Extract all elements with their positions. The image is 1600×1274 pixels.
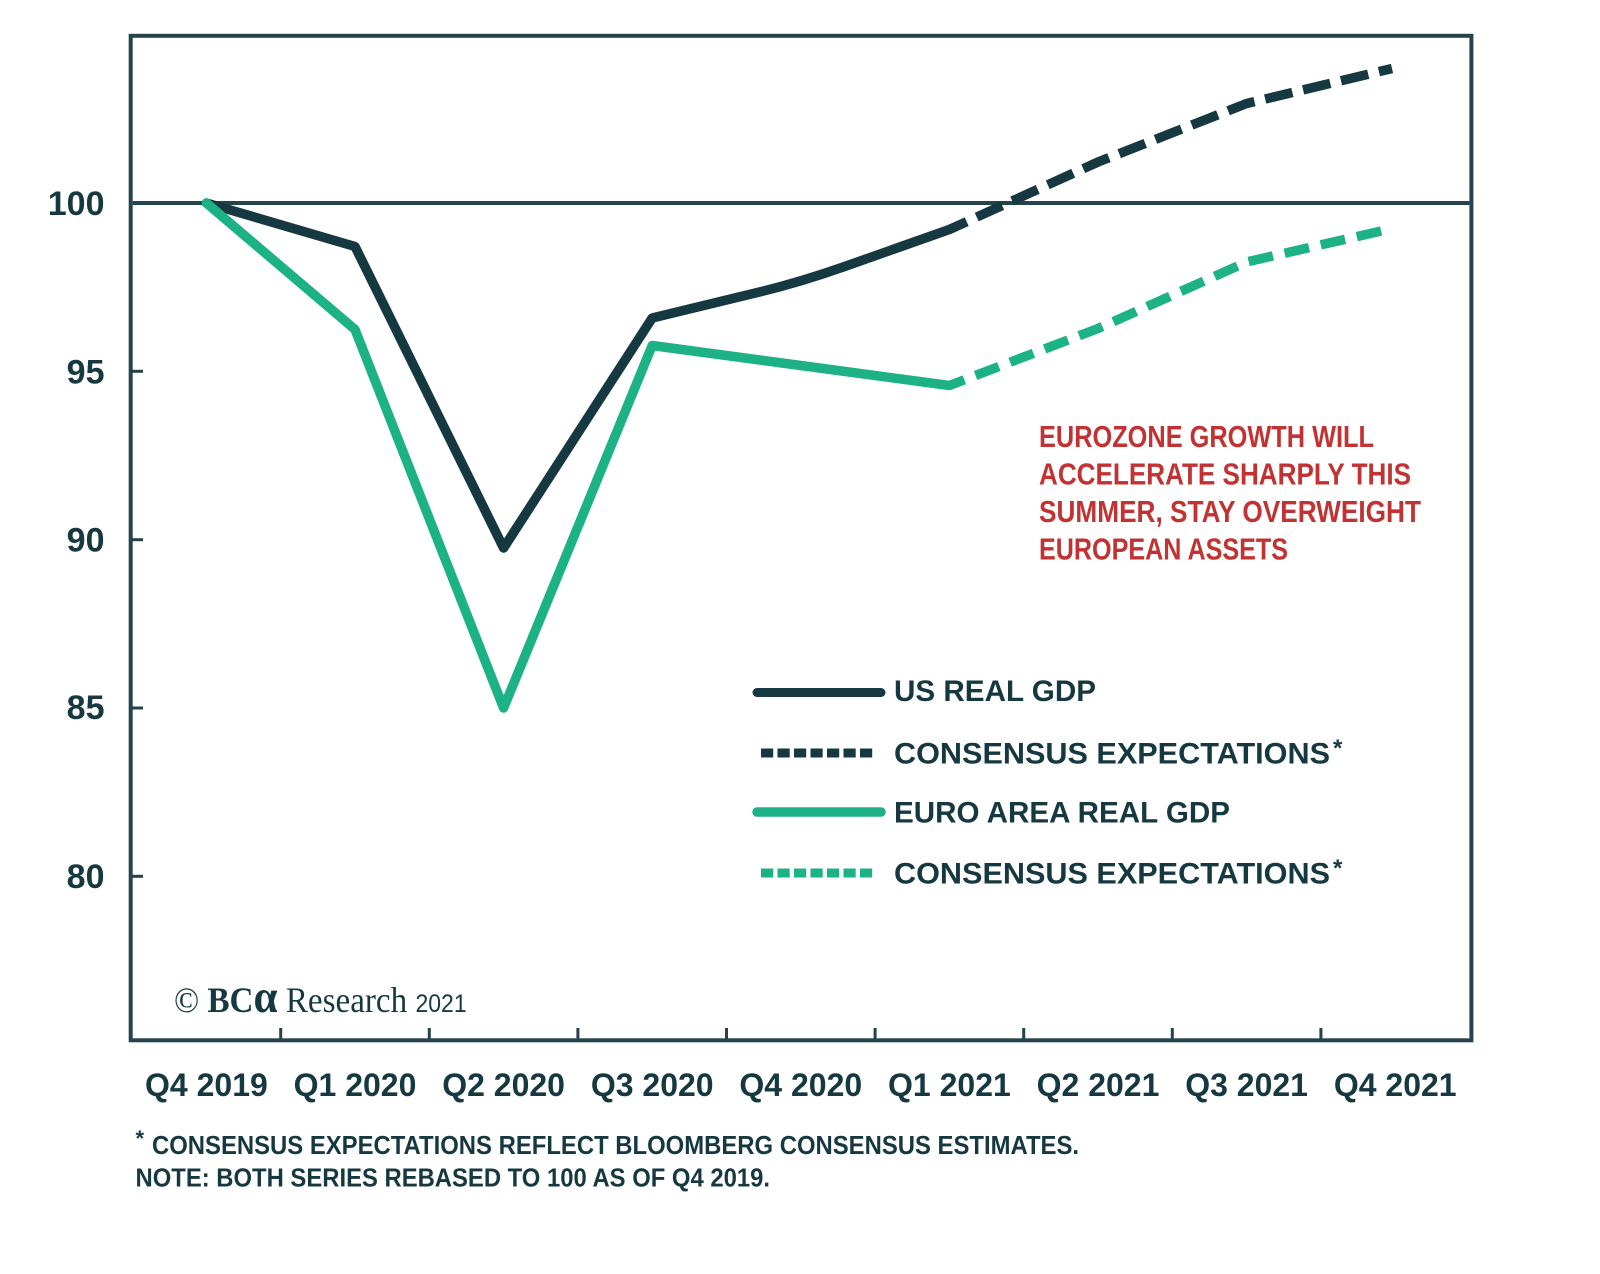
- svg-text:*: *: [1333, 735, 1343, 762]
- svg-text:ACCELERATE SHARPLY THIS: ACCELERATE SHARPLY THIS: [1039, 457, 1411, 492]
- svg-text:Q4 2020: Q4 2020: [739, 1067, 862, 1103]
- svg-text:*: *: [1333, 855, 1343, 882]
- svg-text:EUROPEAN ASSETS: EUROPEAN ASSETS: [1039, 532, 1288, 567]
- svg-text:Q3 2021: Q3 2021: [1185, 1067, 1308, 1103]
- svg-text:90: 90: [67, 522, 105, 560]
- svg-text:Q3 2020: Q3 2020: [591, 1067, 714, 1103]
- svg-text:Q1 2020: Q1 2020: [294, 1067, 417, 1103]
- svg-text:Q4 2019: Q4 2019: [145, 1067, 268, 1103]
- svg-text:Q2 2021: Q2 2021: [1037, 1067, 1160, 1103]
- svg-text:80: 80: [67, 858, 105, 896]
- svg-text:SUMMER, STAY OVERWEIGHT: SUMMER, STAY OVERWEIGHT: [1039, 494, 1421, 529]
- svg-text:CONSENSUS EXPECTATIONS REFLECT: CONSENSUS EXPECTATIONS REFLECT BLOOMBERG…: [152, 1130, 1079, 1160]
- svg-text:NOTE: BOTH SERIES REBASED TO 1: NOTE: BOTH SERIES REBASED TO 100 AS OF Q…: [136, 1162, 771, 1192]
- svg-text:US REAL GDP: US REAL GDP: [894, 675, 1096, 708]
- svg-text:Q1 2021: Q1 2021: [888, 1067, 1011, 1103]
- svg-text:EUROZONE GROWTH WILL: EUROZONE GROWTH WILL: [1039, 419, 1374, 454]
- svg-text:95: 95: [67, 353, 105, 391]
- svg-text:CONSENSUS EXPECTATIONS: CONSENSUS EXPECTATIONS: [894, 738, 1330, 771]
- svg-text:© BCα Research 2021: © BCα Research 2021: [174, 970, 467, 1022]
- svg-text:Q4 2021: Q4 2021: [1334, 1067, 1457, 1103]
- svg-text:100: 100: [48, 185, 105, 223]
- svg-text:Q2 2020: Q2 2020: [442, 1067, 565, 1103]
- svg-text:85: 85: [67, 689, 105, 727]
- svg-text:CONSENSUS EXPECTATIONS: CONSENSUS EXPECTATIONS: [894, 858, 1330, 891]
- svg-text:*: *: [136, 1126, 145, 1151]
- svg-text:EURO AREA REAL GDP: EURO AREA REAL GDP: [894, 797, 1230, 830]
